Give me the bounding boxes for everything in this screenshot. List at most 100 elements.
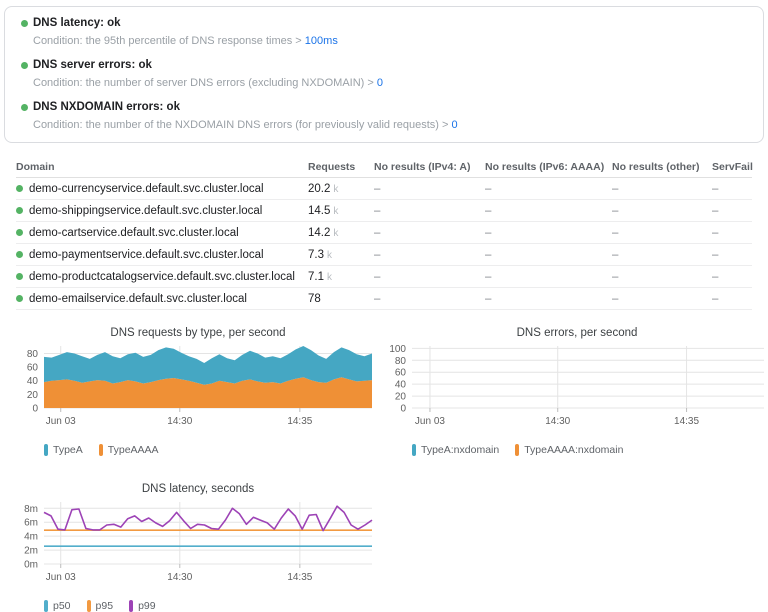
svg-text:20: 20 <box>395 392 407 403</box>
status-ok-icon <box>16 251 23 258</box>
status-ok-icon <box>21 104 28 111</box>
chart-title: DNS requests by type, per second <box>110 327 286 339</box>
domain-name: demo-shippingservice.default.svc.cluster… <box>29 204 263 217</box>
status-ok-icon <box>21 20 28 27</box>
alert-dns-latency: DNS latency: ok Condition: the 95th perc… <box>21 16 747 49</box>
svg-text:0: 0 <box>32 404 38 415</box>
noresults-other-cell: – <box>612 204 619 217</box>
condition-threshold-link[interactable]: 100ms <box>304 35 338 47</box>
dns-requests-chart-plot[interactable]: 0 20 40 60 80 Jun 03 14:30 14:35 <box>16 343 380 435</box>
domain-name: demo-emailservice.default.svc.cluster.lo… <box>29 292 247 305</box>
condition-text: Condition: the number of server DNS erro… <box>33 77 377 89</box>
legend-label: TypeAAAA:nxdomain <box>524 444 624 456</box>
noresults-ipv6-cell: – <box>485 182 492 195</box>
legend-swatch-icon <box>44 444 48 456</box>
domain-cell: demo-shippingservice.default.svc.cluster… <box>16 205 308 217</box>
legend-label: TypeAAAA <box>107 444 159 456</box>
alert-title: DNS NXDOMAIN errors: ok <box>33 101 180 113</box>
noresults-ipv4-cell: – <box>374 182 381 195</box>
chart-legend: TypeA TypeAAAA <box>44 444 380 456</box>
condition-text: Condition: the number of the NXDOMAIN DN… <box>33 119 452 131</box>
dns-alerts-card: DNS latency: ok Condition: the 95th perc… <box>4 6 764 143</box>
servfail-cell: – <box>712 204 719 217</box>
table-row: demo-emailservice.default.svc.cluster.lo… <box>16 288 752 310</box>
status-ok-icon <box>16 273 23 280</box>
col-header-domain: Domain <box>16 160 55 173</box>
svg-text:14:30: 14:30 <box>545 416 570 427</box>
noresults-ipv4-cell: – <box>374 204 381 217</box>
legend-item-typeaaaa-nxdomain[interactable]: TypeAAAA:nxdomain <box>515 444 623 456</box>
domain-name: demo-currencyservice.default.svc.cluster… <box>29 182 264 195</box>
requests-cell: 7.3 k <box>308 248 332 261</box>
noresults-ipv4-cell: – <box>374 270 381 283</box>
noresults-other-cell: – <box>612 182 619 195</box>
servfail-cell: – <box>712 226 719 239</box>
noresults-ipv6-cell: – <box>485 248 492 261</box>
legend-item-p99[interactable]: p99 <box>129 600 156 612</box>
alert-condition: Condition: the number of server DNS erro… <box>33 76 747 91</box>
alert-dns-server-errors: DNS server errors: ok Condition: the num… <box>21 58 747 91</box>
domain-cell: demo-cartservice.default.svc.cluster.loc… <box>16 227 308 239</box>
legend-item-p50[interactable]: p50 <box>44 600 71 612</box>
dns-latency-chart-plot[interactable]: 0m 2m 4m 6m 8m Jun 03 14:30 14:35 <box>16 499 380 591</box>
col-header-noresults-ipv6: No results (IPv6: AAAA) <box>485 160 605 173</box>
charts-row: DNS requests by type, per second 0 20 40 60… <box>16 326 768 456</box>
svg-text:14:35: 14:35 <box>287 416 312 427</box>
svg-text:6m: 6m <box>24 518 38 529</box>
svg-text:14:35: 14:35 <box>287 572 312 583</box>
svg-text:Jun 03: Jun 03 <box>46 416 76 427</box>
condition-threshold-link[interactable]: 0 <box>376 77 383 89</box>
table-header-row: Domain Requests No results (IPv4: A) No … <box>16 156 753 178</box>
legend-item-typeaaaa[interactable]: TypeAAAA <box>98 444 159 456</box>
svg-text:60: 60 <box>395 368 407 379</box>
legend-swatch-icon <box>86 600 91 612</box>
domain-name: demo-productcatalogservice.default.svc.c… <box>29 270 295 283</box>
legend-label: TypeA:nxdomain <box>421 444 500 456</box>
col-header-requests: Requests <box>308 160 356 173</box>
status-ok-icon <box>21 62 28 69</box>
noresults-ipv6-cell: – <box>485 270 492 283</box>
col-header-noresults-other: No results (other) <box>612 160 700 173</box>
legend-label: p99 <box>138 600 156 612</box>
legend-swatch-icon <box>129 600 134 612</box>
noresults-ipv4-cell: – <box>374 292 381 305</box>
chart-legend: TypeA:nxdomain TypeAAAA:nxdomain <box>412 444 766 456</box>
servfail-cell: – <box>712 292 719 305</box>
alert-title: DNS latency: ok <box>33 17 121 29</box>
domain-cell: demo-productcatalogservice.default.svc.c… <box>16 271 308 283</box>
chart-dns-errors: DNS errors, per second 0 20 40 60 80 100 Jun 0… <box>388 326 766 456</box>
condition-threshold-link[interactable]: 0 <box>451 119 458 131</box>
alert-title: DNS server errors: ok <box>33 59 152 71</box>
table-row: demo-productcatalogservice.default.svc.c… <box>16 266 752 288</box>
status-ok-icon <box>16 207 23 214</box>
svg-text:60: 60 <box>27 363 39 374</box>
legend-swatch-icon <box>412 444 416 456</box>
svg-text:14:30: 14:30 <box>167 572 192 583</box>
requests-cell: 7.1 k <box>308 270 332 283</box>
domain-cell: demo-currencyservice.default.svc.cluster… <box>16 183 308 195</box>
domain-name: demo-paymentservice.default.svc.cluster.… <box>29 248 264 261</box>
legend-item-p95[interactable]: p95 <box>86 600 114 612</box>
dns-domains-table: Domain Requests No results (IPv4: A) No … <box>16 156 753 310</box>
servfail-cell: – <box>712 248 719 261</box>
legend-label: TypeA <box>53 444 83 456</box>
svg-text:0: 0 <box>400 404 406 415</box>
requests-cell: 20.2 k <box>308 182 339 195</box>
requests-cell: 14.2 k <box>308 226 339 239</box>
table-body: demo-currencyservice.default.svc.cluster… <box>16 178 752 310</box>
legend-item-typea[interactable]: TypeA <box>44 444 83 456</box>
noresults-ipv6-cell: – <box>485 226 492 239</box>
legend-item-typea-nxdomain[interactable]: TypeA:nxdomain <box>412 444 499 456</box>
legend-label: p95 <box>95 600 114 612</box>
legend-swatch-icon <box>44 600 48 612</box>
table-row: demo-currencyservice.default.svc.cluster… <box>16 178 752 200</box>
svg-text:40: 40 <box>395 380 407 391</box>
condition-text: Condition: the 95th percentile of DNS re… <box>33 35 305 47</box>
noresults-other-cell: – <box>612 248 619 261</box>
svg-text:14:30: 14:30 <box>167 416 192 427</box>
svg-text:Jun 03: Jun 03 <box>415 416 445 427</box>
svg-text:14:35: 14:35 <box>674 416 699 427</box>
legend-swatch-icon <box>98 444 103 456</box>
svg-text:40: 40 <box>27 376 39 387</box>
